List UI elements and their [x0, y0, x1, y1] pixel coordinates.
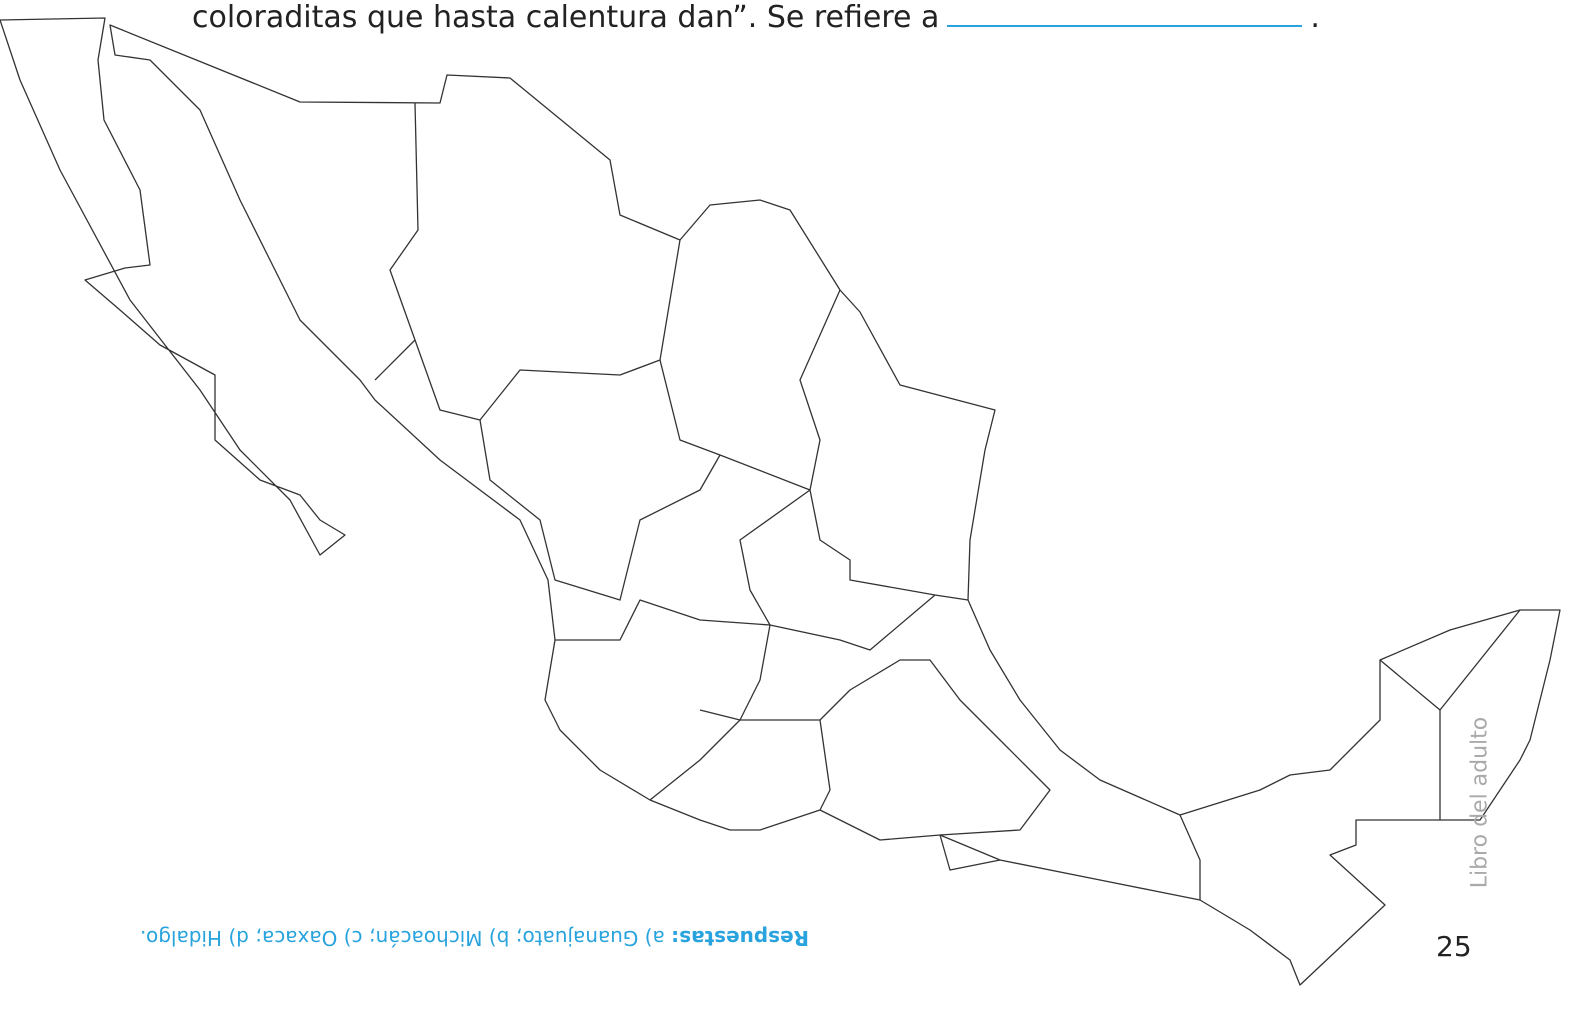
state-border [650, 490, 810, 800]
prompt-text: coloraditas que hasta calentura dan”. Se… [192, 0, 939, 35]
mainland [110, 25, 1560, 985]
answer-blank [947, 25, 1302, 27]
state-border [800, 290, 840, 490]
state-border [700, 660, 1050, 835]
state-border [1180, 815, 1200, 900]
state-border [375, 103, 418, 380]
answers-text: a) Guanajuato; b) Michoacán; c) Oaxaca; … [140, 926, 665, 950]
page: coloraditas que hasta calentura dan”. Se… [0, 0, 1588, 1012]
answers-label: Respuestas: [671, 926, 809, 950]
page-number: 25 [1436, 930, 1472, 963]
map [0, 0, 1588, 1012]
baja-peninsula [0, 18, 345, 555]
state-border [415, 240, 680, 420]
book-title: Libro del adulto [1468, 703, 1493, 903]
prompt-end: . [1310, 0, 1320, 35]
state-border [480, 420, 720, 600]
state-border [820, 720, 830, 810]
answers: Respuestas: a) Guanajuato; b) Michoacán;… [140, 926, 890, 950]
state-border [940, 835, 1000, 870]
state-border [1380, 610, 1520, 710]
state-border [555, 595, 935, 650]
prompt-line: coloraditas que hasta calentura dan”. Se… [192, 0, 1320, 35]
